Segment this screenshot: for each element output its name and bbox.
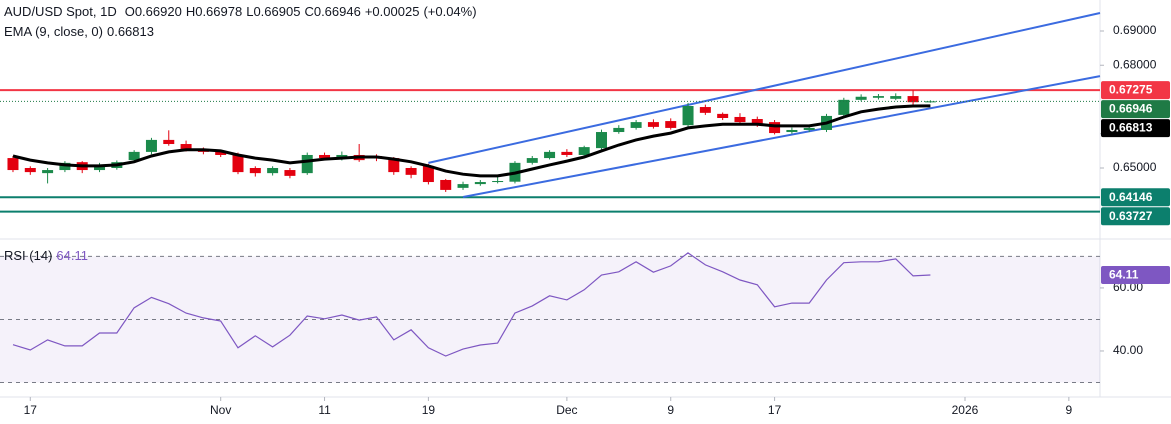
level-label-bg [1101,207,1170,226]
candle-body [786,129,798,133]
rsi-label: 64.11 [1109,268,1139,282]
x-tick-label: 11 [318,403,331,417]
ema-label: 0.66813 [1109,121,1153,135]
candle-body [751,119,763,125]
candle-body [145,139,157,152]
ohlc-key: L [246,4,254,19]
ema-legend: EMA (9, close, 0) 0.66813 [4,24,158,39]
candle-body [544,151,556,159]
price-legend: AUD/USD Spot, 1D O0.66920 H0.66978 L0.66905… [4,4,481,19]
candle-body [405,167,417,175]
candle-body [613,127,625,133]
candle-body [267,167,279,174]
candle-body [578,147,590,155]
x-tick-label: Dec [556,403,577,417]
ohlc-value: 0.66905 [253,4,301,19]
x-tick-label: 9 [667,403,674,417]
candle-body [647,122,659,127]
y-tick-label: 0.65000 [1113,160,1157,174]
candle-body [249,167,261,174]
ohlc-key: H [185,4,196,19]
level-label: 0.64146 [1109,190,1153,204]
candle-body [838,99,850,115]
candle-body [94,164,106,171]
candle-body [24,167,36,173]
candle-body [492,181,504,183]
x-tick-label: Nov [210,403,231,417]
ohlc-key: C [304,4,314,19]
candle-body [59,162,71,171]
ema-value: 0.66813 [106,24,154,39]
candle-body [440,179,452,190]
candle-body [474,182,486,185]
y-tick-label: 40.00 [1113,343,1143,357]
rsi-label-bg [1101,265,1170,284]
candle-body [872,96,884,98]
candle-body [734,116,746,123]
x-tick-label: 19 [422,403,436,417]
change-pct: (+0.04%) [423,4,477,19]
candle-body [699,107,711,113]
candle-body [7,158,19,171]
candle-body [301,154,313,174]
candle-body [163,139,175,145]
rsi-value: 64.11 [56,248,88,263]
x-tick-label: 17 [768,403,782,417]
candle-body [803,127,815,130]
x-tick-label: 9 [1065,403,1072,417]
level-label-bg [1101,81,1170,100]
candle-body [665,121,677,128]
candle-body [561,151,573,155]
change: +0.00025 [364,4,420,19]
candle-body [232,154,244,173]
trend-line [428,12,1101,164]
candle-body [128,151,140,161]
candle-body [319,154,331,159]
level-label-bg [1101,188,1170,207]
y-tick-label: 0.69000 [1113,23,1157,37]
ohlc-key: O [124,4,135,19]
ema-line [12,104,931,178]
ohlc-value: 0.66978 [195,4,243,19]
candle-body [717,113,729,118]
candle-body [336,154,348,159]
candle-body [42,170,54,174]
ohlc-value: 0.66946 [313,4,361,19]
candle-body [422,165,434,183]
candle-body [769,122,781,134]
ema-name: EMA (9, close, 0) [4,24,103,39]
candle-body [630,122,642,128]
candle-body [855,96,867,100]
rsi-band [0,256,1100,383]
last-price-label: 0.66946 [1109,102,1153,116]
candle-body [215,151,227,155]
candle-body [890,96,902,99]
trend-line [462,75,1101,198]
symbol: AUD/USD Spot, 1D [4,4,117,19]
candle-body [526,158,538,163]
candle-body [457,184,469,188]
candle-body [180,144,192,150]
last-price-label-bg [1101,100,1170,119]
rsi-line [12,252,931,357]
level-label: 0.67275 [1109,83,1153,97]
ohlc-value: 0.66920 [134,4,182,19]
y-tick-label: 0.70000 [1113,0,1157,3]
candle-body [682,106,694,126]
rsi-name: RSI (14) [4,248,53,263]
candle-body [284,170,296,176]
level-label: 0.63727 [1109,209,1153,223]
ema-label-bg [1101,119,1170,138]
candle-body [595,132,607,149]
rsi-legend: RSI (14) 64.11 [4,248,92,263]
candle-body [907,96,919,103]
x-tick-label: 17 [24,403,38,417]
candle-body [388,158,400,173]
x-tick-label: 2026 [952,403,979,417]
y-tick-label: 0.68000 [1113,57,1157,71]
